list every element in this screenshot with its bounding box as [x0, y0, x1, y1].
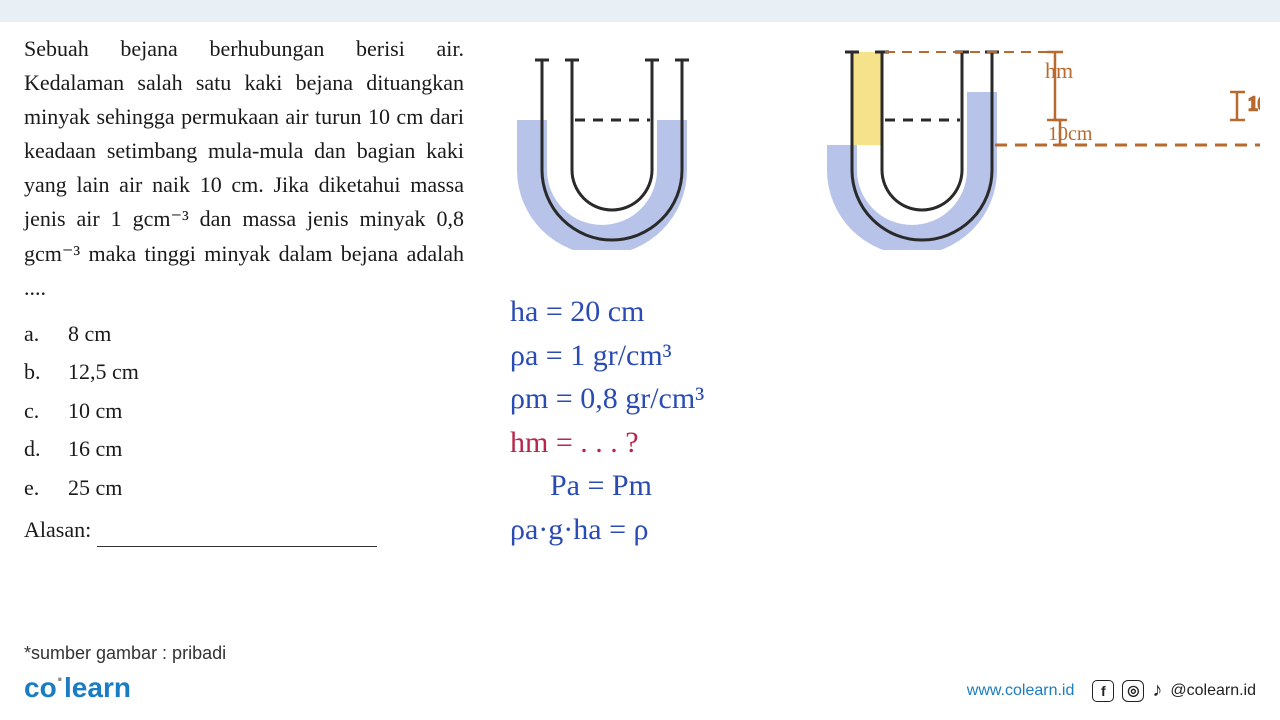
hw-line-6: ρa·g·ha = ρ [510, 508, 704, 552]
source-note: *sumber gambar : pribadi [24, 643, 226, 664]
facebook-icon: f [1092, 680, 1114, 702]
social-icons: f ◎ ♪ @colearn.id [1092, 679, 1256, 702]
hw-line-3: ρm = 0,8 gr/cm³ [510, 377, 704, 421]
instagram-icon: ◎ [1122, 680, 1144, 702]
ten-cm-label: 10cm [1048, 123, 1093, 145]
footer-right: www.colearn.id f ◎ ♪ @colearn.id [967, 679, 1256, 702]
hm-label: hm [1045, 58, 1073, 83]
u-tube-diagram: hm 10cm 10 cm 2 [500, 30, 1260, 250]
question-text: Sebuah bejana berhubungan berisi air. Ke… [24, 32, 464, 547]
option-c: c.10 cm [24, 392, 464, 431]
alasan-row: Alasan: [24, 513, 464, 547]
handwritten-working: ha = 20 cm ρa = 1 gr/cm³ ρm = 0,8 gr/cm³… [510, 290, 704, 551]
tiktok-icon: ♪ [1152, 679, 1162, 702]
alasan-line [97, 546, 377, 547]
brand-dot: · [57, 667, 64, 692]
question-body: Sebuah bejana berhubungan berisi air. Ke… [24, 36, 464, 300]
top-bar [0, 0, 1280, 22]
hw-line-4: hm = . . . ? [510, 421, 704, 465]
brand-logo: co·learn [24, 672, 131, 704]
option-a: a.8 cm [24, 315, 464, 354]
diagram-svg: hm 10cm 10 cm 2 [500, 30, 1260, 250]
footer-url: www.colearn.id [967, 682, 1075, 700]
option-d: d.16 cm [24, 430, 464, 469]
u-tube-right: hm 10cm 10 cm 2 [827, 52, 1260, 250]
option-e: e.25 cm [24, 469, 464, 508]
social-handle: @colearn.id [1170, 682, 1256, 700]
alasan-label: Alasan: [24, 517, 91, 542]
brand-co: co [24, 672, 57, 703]
brand-learn: learn [64, 672, 131, 703]
option-b: b.12,5 cm [24, 353, 464, 392]
hw-line-5: Pa = Pm [510, 464, 704, 508]
u-tube-left [517, 60, 689, 250]
hw-line-2: ρa = 1 gr/cm³ [510, 334, 704, 378]
ten-cm-right-label: 10 cm [1248, 93, 1260, 115]
hw-line-1: ha = 20 cm [510, 290, 704, 334]
options-list: a.8 cm b.12,5 cm c.10 cm d.16 cm e.25 cm [24, 315, 464, 508]
